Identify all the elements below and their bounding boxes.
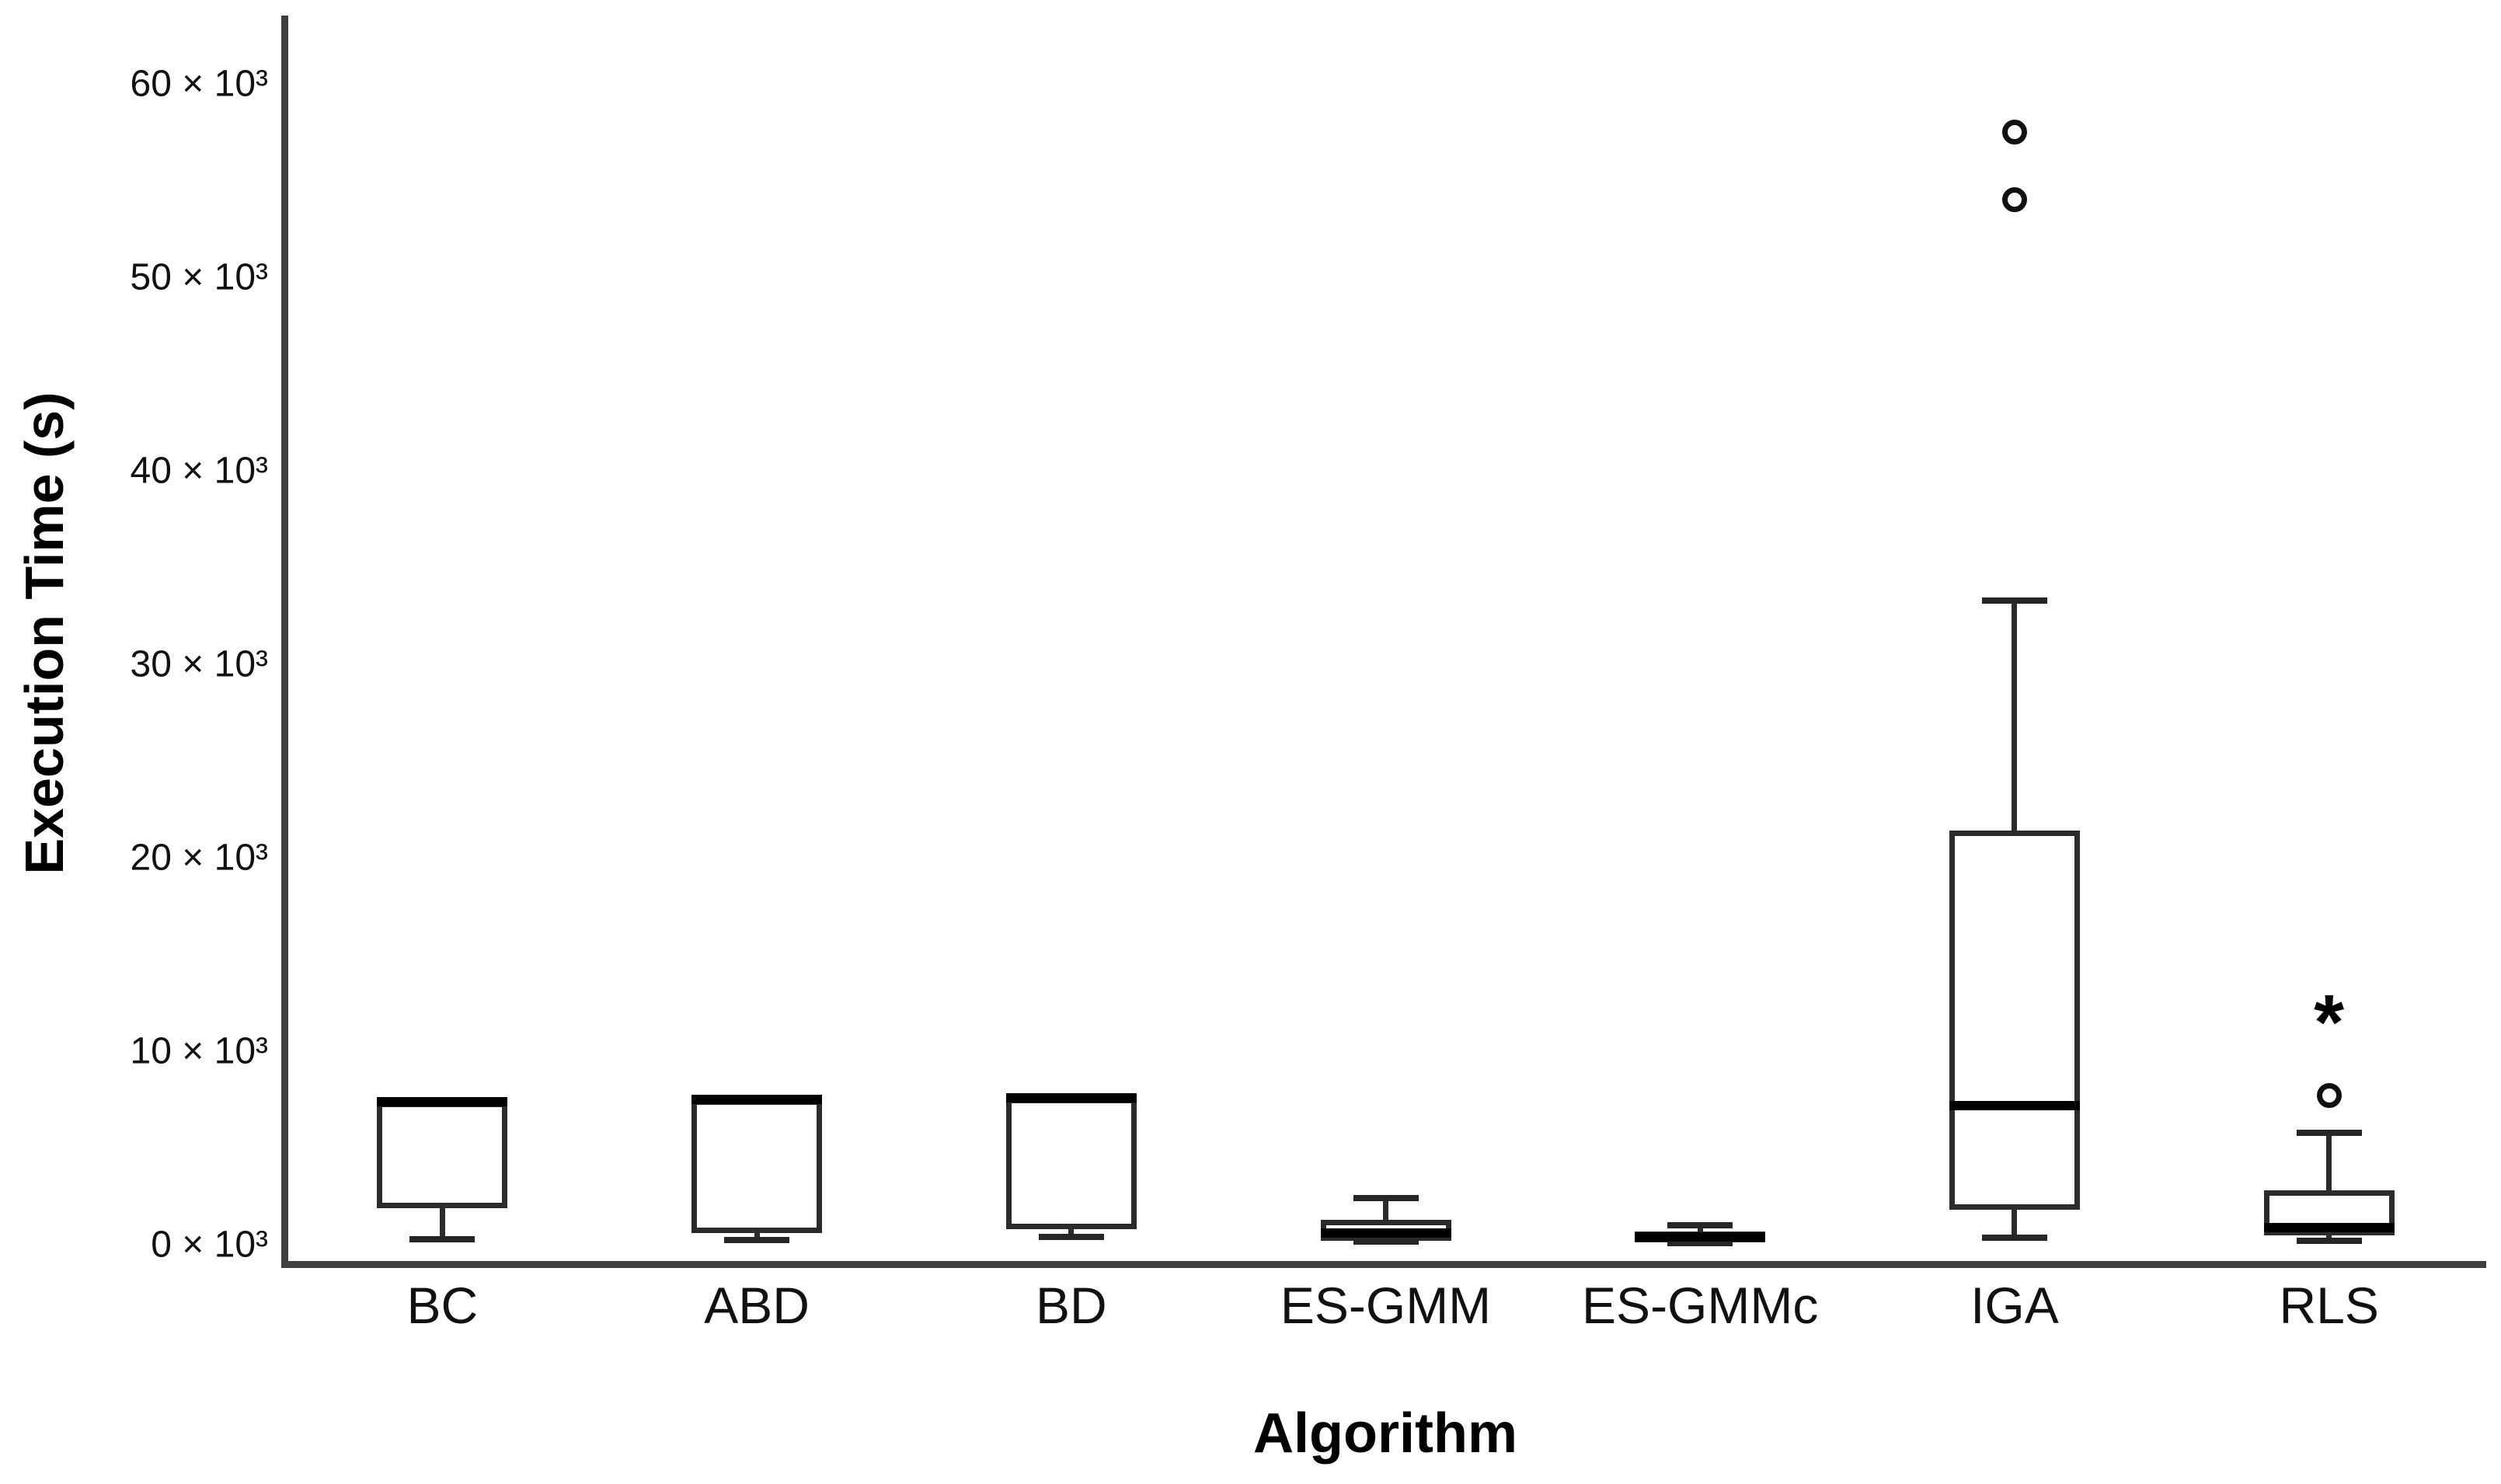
box <box>691 1099 823 1234</box>
lower-whisker-cap <box>409 1235 475 1242</box>
y-tick-label: 20 × 10³ <box>130 837 268 879</box>
box <box>1005 1097 1137 1230</box>
x-category-label: BD <box>1035 1277 1107 1334</box>
y-tick-label: 0 × 10³ <box>151 1224 268 1266</box>
median-line <box>2263 1222 2395 1232</box>
upper-whisker-line <box>2326 1132 2332 1191</box>
median-line <box>1320 1228 1451 1238</box>
upper-whisker-line <box>1383 1198 1388 1220</box>
upper-whisker-cap <box>1981 597 2047 604</box>
lower-whisker-line <box>754 1233 760 1240</box>
y-axis-line <box>281 16 288 1268</box>
x-category-label: ABD <box>704 1277 810 1334</box>
median-line <box>1635 1232 1766 1242</box>
outlier-circle <box>2001 120 2027 145</box>
median-line <box>1005 1092 1137 1103</box>
lower-whisker-line <box>439 1207 445 1239</box>
x-category-label: BC <box>406 1277 479 1334</box>
box <box>1949 831 2080 1211</box>
y-tick-label: 50 × 10³ <box>130 256 268 298</box>
x-axis-line <box>281 1261 2486 1268</box>
y-tick-label: 40 × 10³ <box>130 450 268 492</box>
y-tick-label: 30 × 10³ <box>130 643 268 685</box>
median-line <box>691 1095 823 1105</box>
lower-whisker-cap <box>724 1236 790 1243</box>
lower-whisker-cap <box>1981 1235 2047 1242</box>
upper-whisker-line <box>2012 600 2018 831</box>
median-line <box>1949 1100 2080 1110</box>
y-tick-label: 10 × 10³ <box>130 1030 268 1072</box>
extreme-asterisk: * <box>2314 978 2345 1066</box>
x-category-label: IGA <box>1970 1277 2059 1334</box>
y-axis-title: Execution Time (s) <box>14 392 75 875</box>
x-category-label: RLS <box>2279 1277 2379 1334</box>
lower-whisker-cap <box>2296 1238 2362 1245</box>
upper-whisker-cap <box>1667 1222 1733 1229</box>
outlier-circle <box>2316 1083 2342 1109</box>
lower-whisker-cap <box>1667 1239 1733 1246</box>
lower-whisker-cap <box>1353 1238 1419 1245</box>
median-line <box>377 1096 508 1106</box>
x-category-label: ES-GMMc <box>1582 1277 1819 1334</box>
y-tick-label: 60 × 10³ <box>130 63 268 105</box>
box <box>377 1101 508 1208</box>
upper-whisker-cap <box>1353 1195 1419 1202</box>
upper-whisker-cap <box>2296 1129 2362 1136</box>
outlier-circle <box>2001 187 2027 213</box>
x-category-label: ES-GMM <box>1280 1277 1492 1334</box>
lower-whisker-line <box>1068 1229 1075 1238</box>
x-axis-title: Algorithm <box>1253 1402 1517 1465</box>
lower-whisker-line <box>2012 1210 2018 1238</box>
lower-whisker-cap <box>1038 1234 1104 1241</box>
